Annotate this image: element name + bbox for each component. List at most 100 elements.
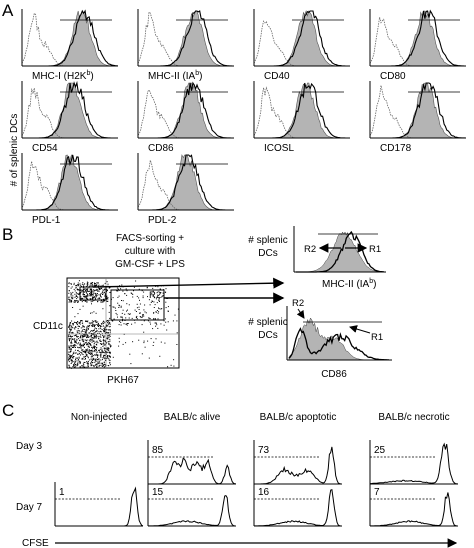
event-dot	[154, 304, 156, 306]
event-dot	[81, 320, 83, 322]
event-dot	[90, 322, 92, 324]
event-dot	[74, 290, 76, 292]
event-dot	[103, 341, 105, 343]
event-dot	[155, 298, 157, 300]
event-dot	[95, 292, 97, 294]
cfse-histogram: 15	[147, 482, 237, 527]
event-dot	[116, 287, 118, 289]
event-dot	[72, 357, 74, 359]
event-dot	[103, 300, 105, 302]
event-dot	[74, 361, 76, 363]
event-dot	[68, 286, 70, 288]
event-dot	[85, 296, 86, 298]
event-dot	[70, 355, 72, 357]
event-dot	[87, 357, 89, 359]
b-mhc-xlabel: MHC-II (IAb)	[322, 278, 376, 290]
event-dot	[165, 288, 167, 290]
event-dot	[102, 323, 104, 325]
event-dot	[98, 337, 100, 339]
event-dot	[94, 324, 96, 326]
event-dot	[77, 301, 79, 303]
event-dot	[158, 300, 160, 301]
event-dot	[73, 345, 75, 347]
event-dot	[118, 324, 120, 326]
event-dot	[152, 290, 154, 292]
event-dot	[157, 312, 159, 314]
cfse-column-title: BALB/c necrotic	[378, 412, 449, 423]
event-dot	[133, 286, 135, 288]
event-dot	[90, 353, 92, 354]
event-dot	[104, 295, 106, 297]
event-dot	[104, 297, 106, 299]
event-dot	[91, 349, 93, 351]
event-dot	[90, 331, 92, 333]
event-dot	[107, 298, 109, 300]
event-dot	[86, 327, 88, 329]
event-dot	[86, 329, 88, 331]
event-dot	[126, 303, 128, 305]
cfse-histogram: 85	[147, 440, 237, 485]
event-dot	[87, 288, 89, 290]
event-dot	[109, 292, 111, 293]
event-dot	[87, 366, 89, 368]
event-dot	[96, 347, 98, 349]
event-dot	[85, 333, 87, 335]
event-dot	[104, 291, 105, 293]
event-dot	[68, 359, 70, 360]
event-dot	[132, 293, 134, 295]
arrow-to-mhc-histogram	[92, 277, 285, 289]
event-dot	[158, 301, 160, 302]
percent-divided-value: 25	[374, 445, 386, 456]
event-dot	[91, 333, 93, 334]
event-dot	[126, 323, 128, 324]
event-dot	[94, 346, 96, 348]
event-dot	[71, 293, 73, 295]
panel-a-histogram: ICOSL	[253, 81, 350, 154]
event-dot	[68, 282, 70, 284]
event-dot	[80, 347, 82, 349]
filled-histogram	[254, 82, 350, 139]
event-dot	[83, 356, 85, 358]
event-dot	[100, 293, 102, 295]
event-dot	[71, 327, 73, 329]
event-dot	[106, 281, 108, 283]
event-dot	[106, 348, 108, 350]
event-dot	[96, 321, 98, 323]
event-dot	[90, 335, 92, 337]
event-dot	[155, 322, 157, 324]
event-dot	[94, 346, 95, 348]
b-mhc-ylabel-2: DCs	[258, 248, 277, 259]
event-dot	[95, 289, 97, 291]
event-dot	[68, 338, 70, 340]
event-dot	[156, 322, 157, 324]
event-dot	[86, 343, 88, 345]
event-dot	[117, 290, 119, 292]
event-dot	[103, 331, 105, 333]
event-dot	[72, 366, 74, 368]
event-dot	[164, 342, 166, 344]
event-dot	[109, 362, 111, 364]
event-dot	[91, 322, 93, 324]
event-dot	[73, 327, 75, 329]
histogram-label: CD54	[32, 143, 58, 154]
event-dot	[122, 318, 124, 320]
event-dot	[100, 330, 101, 332]
event-dot	[82, 297, 84, 299]
event-dot	[167, 310, 169, 312]
event-dot	[92, 330, 93, 332]
event-dot	[89, 288, 91, 290]
event-dot	[106, 320, 108, 321]
histogram-label: CD80	[380, 71, 406, 82]
event-dot	[94, 324, 96, 326]
event-dot	[84, 283, 86, 285]
event-dot	[152, 287, 154, 289]
event-dot	[101, 362, 103, 364]
event-dot	[153, 301, 155, 303]
event-dot	[161, 308, 163, 310]
event-dot	[176, 344, 178, 345]
event-dot	[96, 366, 97, 368]
event-dot	[108, 343, 110, 345]
event-dot	[83, 284, 85, 286]
event-dot	[90, 365, 92, 367]
event-dot	[129, 313, 130, 315]
